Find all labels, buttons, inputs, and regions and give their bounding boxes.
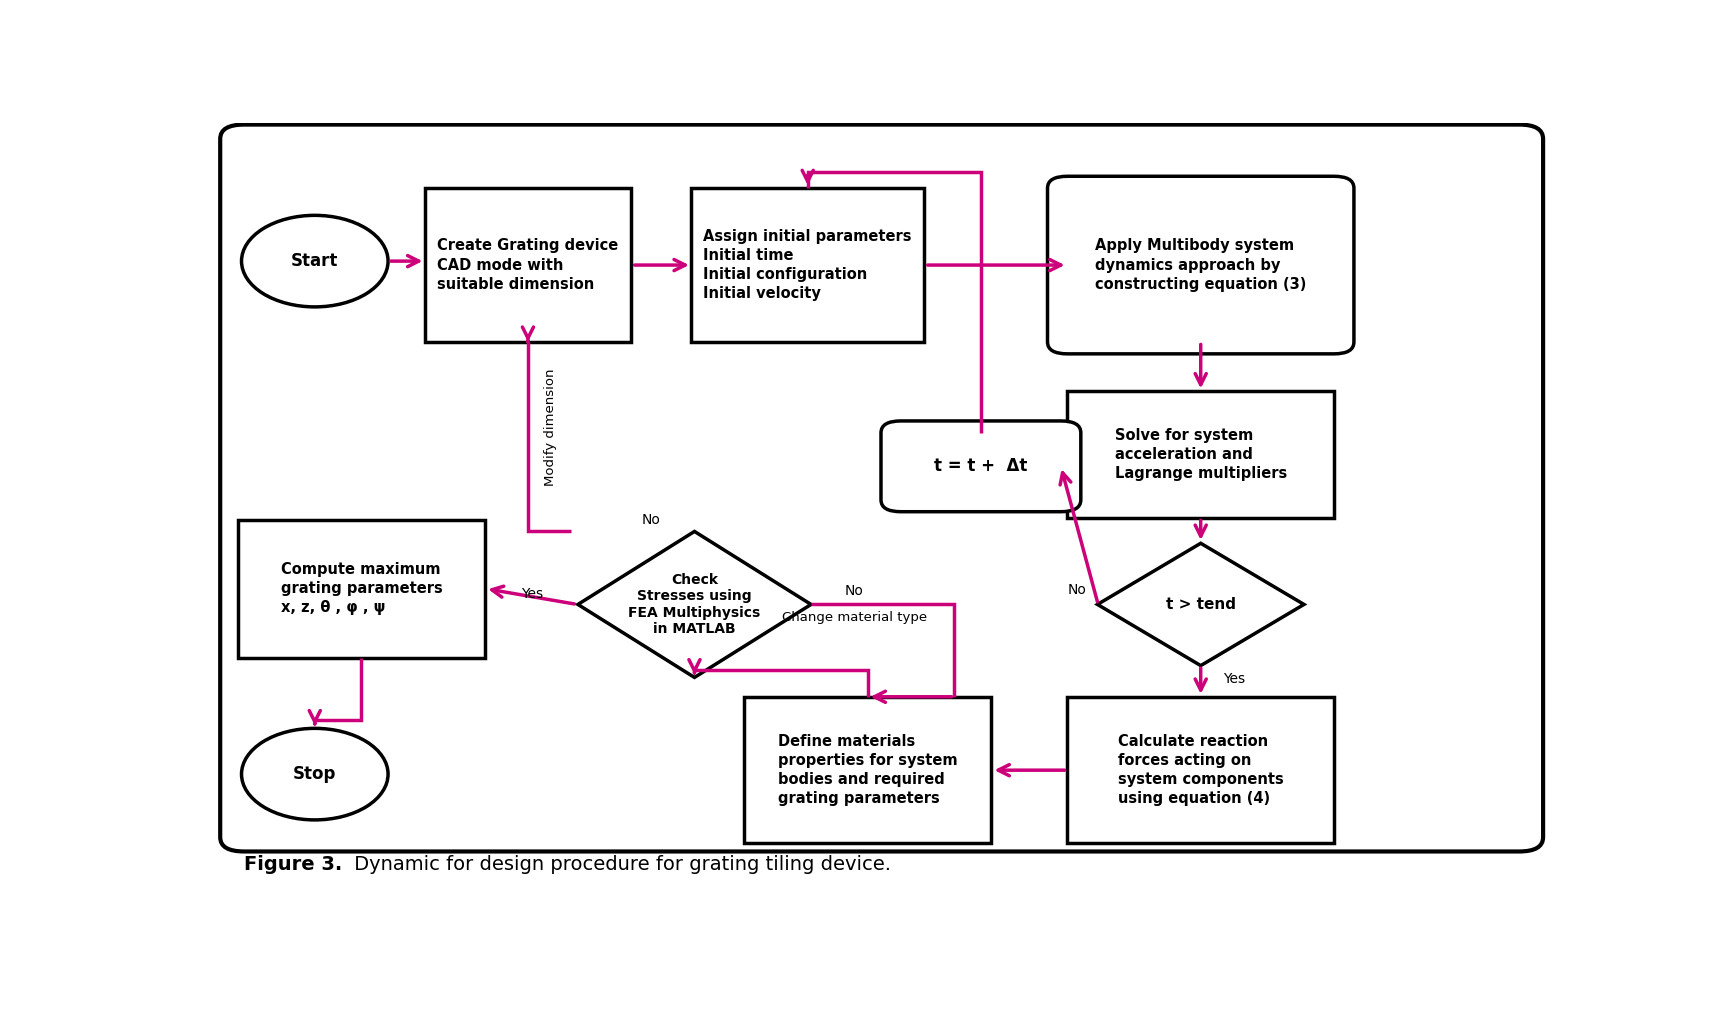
Text: Apply Multibody system
dynamics approach by
constructing equation (3): Apply Multibody system dynamics approach… xyxy=(1095,239,1306,292)
Text: Solve for system
acceleration and
Lagrange multipliers: Solve for system acceleration and Lagran… xyxy=(1114,427,1288,481)
FancyBboxPatch shape xyxy=(691,189,925,342)
Text: Yes: Yes xyxy=(1224,672,1246,687)
Polygon shape xyxy=(1097,543,1305,665)
Text: No: No xyxy=(846,584,863,598)
FancyBboxPatch shape xyxy=(880,421,1081,511)
Text: Dynamic for design procedure for grating tiling device.: Dynamic for design procedure for grating… xyxy=(349,856,890,874)
Text: No: No xyxy=(641,512,660,527)
Text: Compute maximum
grating parameters
x, z, θ , φ , ψ: Compute maximum grating parameters x, z,… xyxy=(280,562,442,615)
Text: Define materials
properties for system
bodies and required
grating parameters: Define materials properties for system b… xyxy=(779,734,957,807)
Text: Create Grating device
CAD mode with
suitable dimension: Create Grating device CAD mode with suit… xyxy=(437,239,619,292)
Text: Stop: Stop xyxy=(294,765,337,783)
Text: Check
Stresses using
FEA Multiphysics
in MATLAB: Check Stresses using FEA Multiphysics in… xyxy=(629,573,760,636)
FancyBboxPatch shape xyxy=(1047,176,1355,354)
Text: Figure 3.: Figure 3. xyxy=(244,856,342,874)
FancyBboxPatch shape xyxy=(1067,697,1334,844)
Text: t > tend: t > tend xyxy=(1165,597,1236,612)
FancyBboxPatch shape xyxy=(220,125,1544,852)
FancyBboxPatch shape xyxy=(744,697,990,844)
FancyBboxPatch shape xyxy=(425,189,631,342)
Polygon shape xyxy=(578,531,811,678)
FancyBboxPatch shape xyxy=(1067,392,1334,518)
Text: Start: Start xyxy=(291,252,339,271)
FancyBboxPatch shape xyxy=(239,520,485,658)
Text: Change material type: Change material type xyxy=(782,611,927,623)
Text: No: No xyxy=(1067,583,1086,598)
Text: t = t +  Δt: t = t + Δt xyxy=(933,457,1028,476)
Ellipse shape xyxy=(241,729,388,820)
Text: Calculate reaction
forces acting on
system components
using equation (4): Calculate reaction forces acting on syst… xyxy=(1117,734,1284,807)
Text: Yes: Yes xyxy=(521,587,543,602)
Text: Modify dimension: Modify dimension xyxy=(545,368,557,486)
Text: Assign initial parameters
Initial time
Initial configuration
Initial velocity: Assign initial parameters Initial time I… xyxy=(703,229,913,301)
Ellipse shape xyxy=(241,215,388,306)
